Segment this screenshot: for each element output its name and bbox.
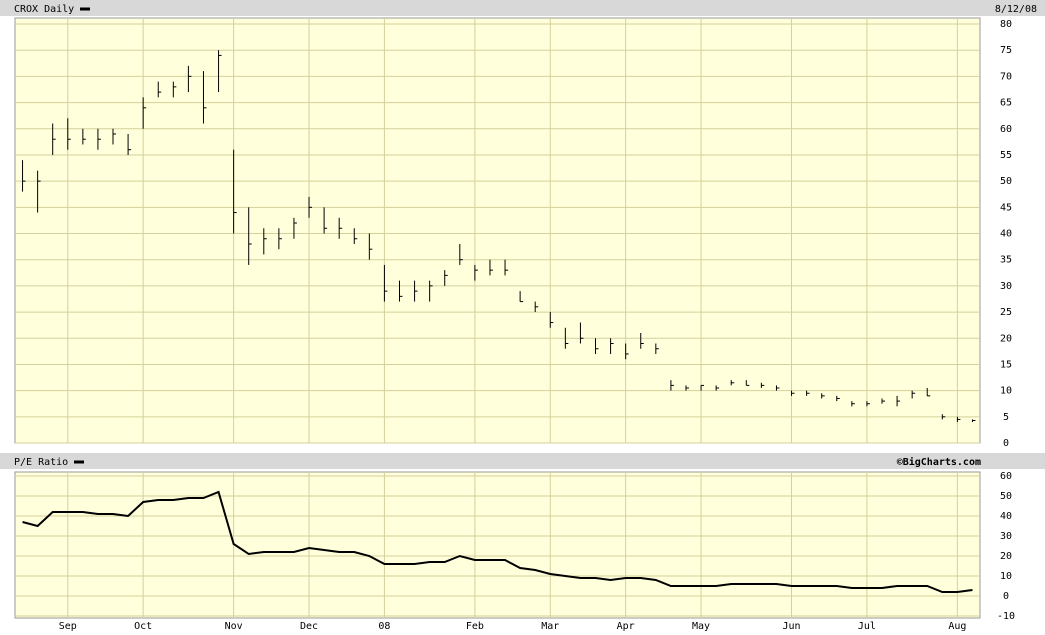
y-tick-label: 35 <box>1000 255 1012 266</box>
y-tick-label: 80 <box>1000 19 1012 30</box>
y-tick-label: 60 <box>1000 471 1012 482</box>
x-tick-label: Nov <box>225 621 243 632</box>
y-tick-label: 75 <box>1000 45 1012 56</box>
x-tick-label: Mar <box>541 621 559 632</box>
x-tick-label: Oct <box>134 621 152 632</box>
header-bar <box>0 453 1045 469</box>
chart-title: CROX Daily <box>14 4 74 15</box>
x-tick-label: Sep <box>59 621 77 632</box>
y-tick-label: 50 <box>1000 491 1012 502</box>
x-tick-label: May <box>692 621 710 632</box>
x-tick-label: Dec <box>300 621 318 632</box>
y-tick-label: 40 <box>1000 229 1012 240</box>
y-tick-label: 5 <box>1003 412 1009 423</box>
x-tick-label: Aug <box>948 621 966 632</box>
x-tick-label: Jun <box>782 621 800 632</box>
y-tick-label: 65 <box>1000 98 1012 109</box>
date-label: 8/12/08 <box>995 4 1037 15</box>
y-tick-label: 0 <box>1003 591 1009 602</box>
x-tick-label: Apr <box>617 621 635 632</box>
y-tick-label: 30 <box>1000 531 1012 542</box>
chart-title: P/E Ratio <box>14 457 68 468</box>
y-tick-label: 30 <box>1000 281 1012 292</box>
header-bar <box>0 0 1045 16</box>
y-tick-label: 70 <box>1000 71 1012 82</box>
x-tick-label: Jul <box>858 621 876 632</box>
y-tick-label: 40 <box>1000 511 1012 522</box>
y-tick-label: 50 <box>1000 176 1012 187</box>
y-tick-label: 10 <box>1000 571 1012 582</box>
y-tick-label: 55 <box>1000 150 1012 161</box>
y-tick-label: 15 <box>1000 359 1012 370</box>
y-tick-label: 10 <box>1000 386 1012 397</box>
y-tick-label: 0 <box>1003 438 1009 449</box>
y-tick-label: 25 <box>1000 307 1012 318</box>
y-tick-label: 45 <box>1000 202 1012 213</box>
y-tick-label: 20 <box>1000 333 1012 344</box>
y-tick-label: -10 <box>997 611 1015 622</box>
plot-area <box>14 17 981 444</box>
pe-line <box>22 490 973 593</box>
credit: ©BigCharts.com <box>897 456 981 468</box>
x-tick-label: 08 <box>378 621 390 632</box>
y-tick-label: 20 <box>1000 551 1012 562</box>
x-tick-label: Feb <box>466 621 484 632</box>
y-tick-label: 60 <box>1000 124 1012 135</box>
